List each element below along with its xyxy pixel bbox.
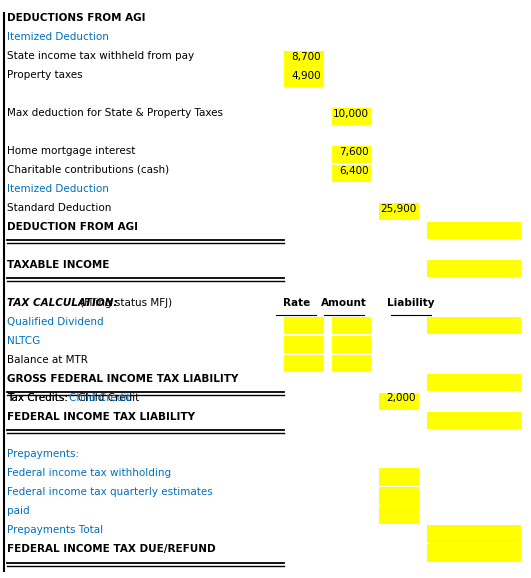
Bar	[331, 165, 371, 183]
Text: Liability: Liability	[387, 298, 434, 307]
Bar	[284, 51, 323, 69]
Text: Prepayments:: Prepayments:	[7, 450, 79, 460]
Bar	[426, 317, 520, 334]
Bar	[379, 469, 418, 486]
Text: 25,900: 25,900	[380, 203, 416, 214]
Text: Balance at MTR: Balance at MTR	[7, 354, 88, 365]
Text: 10,000: 10,000	[332, 109, 369, 118]
Text: FEDERAL INCOME TAX LIABILITY: FEDERAL INCOME TAX LIABILITY	[7, 412, 195, 421]
Bar	[379, 203, 418, 220]
Bar	[426, 373, 520, 391]
Text: NLTCG: NLTCG	[7, 336, 40, 346]
Text: TAX CALCULATION:: TAX CALCULATION:	[7, 298, 117, 307]
Text: GROSS FEDERAL INCOME TAX LIABILITY: GROSS FEDERAL INCOME TAX LIABILITY	[7, 373, 238, 384]
Bar	[284, 317, 323, 334]
Text: Home mortgage interest: Home mortgage interest	[7, 146, 135, 155]
Text: Tax Credits:: Tax Credits:	[7, 392, 78, 402]
Text: Max deduction for State & Property Taxes: Max deduction for State & Property Taxes	[7, 108, 222, 118]
Text: Charitable contributions (cash): Charitable contributions (cash)	[7, 165, 169, 175]
Text: 7,600: 7,600	[339, 147, 369, 157]
Text: State income tax withheld from pay: State income tax withheld from pay	[7, 51, 194, 61]
Text: 6,400: 6,400	[339, 166, 369, 176]
Text: Rate: Rate	[282, 298, 310, 307]
Text: Federal income tax quarterly estimates: Federal income tax quarterly estimates	[7, 487, 212, 498]
Text: Tax Credits:   Child Credit: Tax Credits: Child Credit	[7, 392, 139, 402]
Bar	[284, 336, 323, 353]
Text: Standard Deduction: Standard Deduction	[7, 203, 111, 213]
Text: Prepayments Total: Prepayments Total	[7, 525, 103, 535]
Text: Federal income tax withholding: Federal income tax withholding	[7, 469, 171, 479]
Text: DEDUCTIONS FROM AGI: DEDUCTIONS FROM AGI	[7, 13, 145, 23]
Bar	[426, 544, 520, 562]
Text: 8,700: 8,700	[292, 52, 321, 62]
Text: FEDERAL INCOME TAX DUE/REFUND: FEDERAL INCOME TAX DUE/REFUND	[7, 544, 215, 554]
Bar	[426, 222, 520, 239]
Bar	[379, 506, 418, 524]
Text: 2,000: 2,000	[387, 394, 416, 403]
Bar	[379, 487, 418, 505]
Text: Child Credit: Child Credit	[69, 392, 131, 402]
Bar	[331, 108, 371, 125]
Text: Property taxes: Property taxes	[7, 70, 82, 80]
Text: 4,900: 4,900	[292, 71, 321, 81]
Text: TAXABLE INCOME: TAXABLE INCOME	[7, 260, 109, 270]
Text: Qualified Dividend: Qualified Dividend	[7, 317, 104, 327]
Bar	[331, 146, 371, 164]
Bar	[426, 525, 520, 543]
Bar	[426, 412, 520, 429]
Bar	[284, 70, 323, 87]
Text: (Filing status MFJ): (Filing status MFJ)	[77, 298, 172, 307]
Text: Itemized Deduction: Itemized Deduction	[7, 184, 108, 194]
Bar	[331, 317, 371, 334]
Bar	[426, 260, 520, 277]
Text: Amount: Amount	[321, 298, 366, 307]
Text: paid: paid	[7, 506, 29, 516]
Bar	[331, 336, 371, 353]
Text: DEDUCTION FROM AGI: DEDUCTION FROM AGI	[7, 222, 138, 232]
Bar	[379, 392, 418, 410]
Text: Itemized Deduction: Itemized Deduction	[7, 32, 108, 42]
Bar	[284, 354, 323, 372]
Bar	[331, 354, 371, 372]
